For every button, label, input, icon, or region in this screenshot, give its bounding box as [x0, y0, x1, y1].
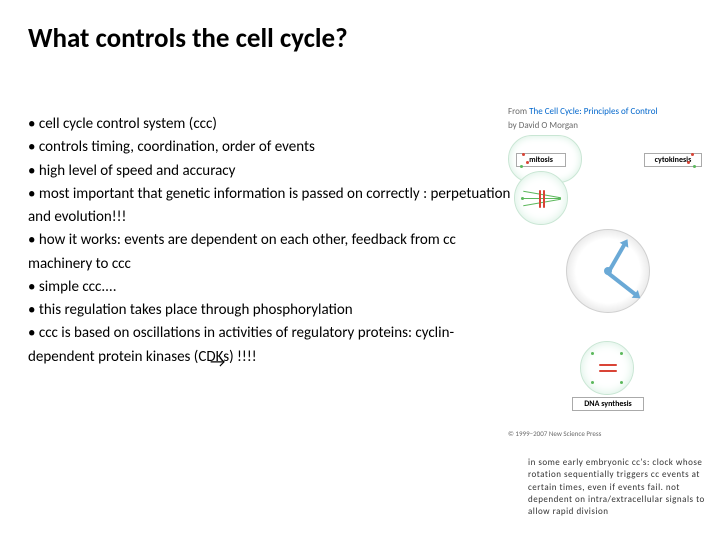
cell-cycle-diagram: mitosis cytokinesis — [508, 135, 708, 425]
bullet-item: • how it works: events are dependent on … — [28, 229, 518, 276]
figure-column: From The Cell Cycle: Principles of Contr… — [508, 106, 708, 438]
arrow-icon: → — [210, 351, 225, 372]
clock-icon — [566, 229, 650, 313]
bullet-item: • most important that genetic informatio… — [28, 183, 518, 230]
bullet-list: • cell cycle control system (ccc) • cont… — [28, 113, 518, 369]
footnote-text: in some early embryonic cc's: clock whos… — [528, 457, 708, 518]
bullet-item: • cell cycle control system (ccc) — [28, 113, 518, 136]
bullet-item: • high level of speed and accuracy — [28, 160, 518, 183]
cell-dna-icon — [580, 341, 634, 395]
credit-prefix: From — [508, 106, 529, 117]
slide-title: What controls the cell cycle? — [28, 22, 700, 55]
credit-author: by David O Morgan — [508, 120, 708, 132]
bullet-item: • ccc is based on oscillations in activi… — [28, 322, 518, 369]
cell-mitosis-icon — [514, 171, 568, 225]
figure-credit: From The Cell Cycle: Principles of Contr… — [508, 106, 708, 118]
label-dna-synthesis: DNA synthesis — [572, 397, 644, 411]
bullet-item: • controls timing, coordination, order o… — [28, 136, 518, 159]
bullet-item: • simple ccc.... — [28, 276, 518, 299]
bullet-item: • this regulation takes place through ph… — [28, 299, 518, 322]
credit-link: The Cell Cycle: Principles of Control — [529, 106, 657, 117]
figure-copyright: © 1999–2007 New Science Press — [508, 429, 708, 438]
